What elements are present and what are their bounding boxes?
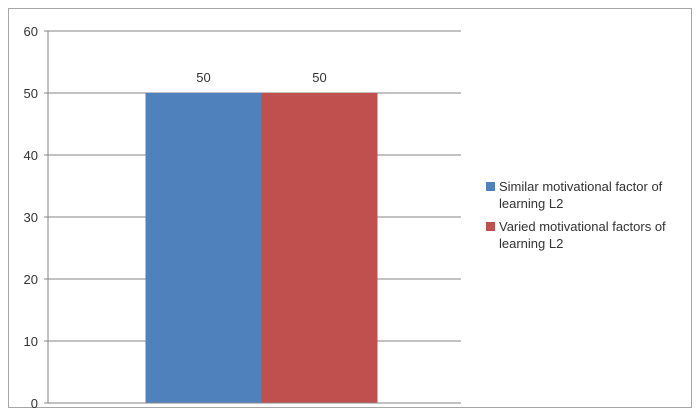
bars: [145, 93, 378, 403]
y-tick-label-50: 50: [24, 86, 38, 101]
data-label-series-1: 50: [312, 70, 326, 85]
legend-swatch-blue: [486, 182, 495, 191]
y-axis-tick-labels: 0 10 20 30 40 50 60: [24, 24, 38, 411]
bar-series-1: [261, 93, 378, 403]
data-label-series-0: 50: [196, 70, 210, 85]
legend-item-varied: Varied motivational factors of learning …: [486, 218, 691, 252]
y-tick-label-0: 0: [31, 396, 38, 411]
y-tick-label-20: 20: [24, 272, 38, 287]
y-tick-label-10: 10: [24, 334, 38, 349]
y-tick-label-30: 30: [24, 210, 38, 225]
legend-item-similar: Similar motivational factor of learning …: [486, 178, 691, 212]
data-labels: 50 50: [196, 70, 326, 85]
bar-series-0: [145, 93, 262, 403]
legend-label-varied: Varied motivational factors of learning …: [499, 219, 666, 251]
y-tick-label-40: 40: [24, 148, 38, 163]
legend-label-similar: Similar motivational factor of learning …: [499, 179, 663, 211]
y-tick-label-60: 60: [24, 24, 38, 39]
legend: Similar motivational factor of learning …: [486, 178, 691, 258]
legend-swatch-red: [486, 222, 495, 231]
